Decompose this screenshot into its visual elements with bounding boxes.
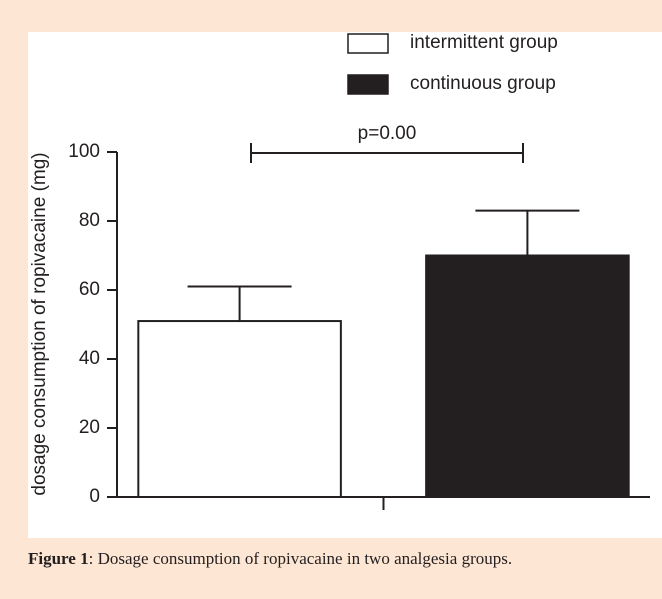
y-tick-label: 60 [79, 279, 100, 300]
error-bar [187, 285, 292, 322]
bar [137, 320, 342, 498]
error-bar [475, 209, 580, 256]
y-tick-label: 80 [79, 210, 100, 231]
y-tick-label: 0 [89, 486, 100, 507]
legend-label: continuous group [410, 73, 556, 94]
bar [425, 254, 630, 498]
y-tick-label: 40 [79, 348, 100, 369]
y-tick-label: 20 [79, 417, 100, 438]
legend-label: intermittent group [410, 32, 558, 53]
y-tick-label: 100 [68, 141, 100, 162]
caption-label: Figure 1 [28, 549, 89, 568]
legend-swatch [347, 74, 389, 95]
caption-text: : Dosage consumption of ropivacaine in t… [88, 549, 513, 568]
caption: Figure 1: Dosage consumption of ropivaca… [28, 548, 638, 570]
legend-swatch [347, 33, 389, 54]
chart: dosage consumption of ropivacaine (mg) p… [28, 32, 662, 538]
y-axis-label: dosage consumption of ropivacaine (mg) [29, 152, 50, 495]
annotation: p=0.00 [358, 123, 417, 144]
